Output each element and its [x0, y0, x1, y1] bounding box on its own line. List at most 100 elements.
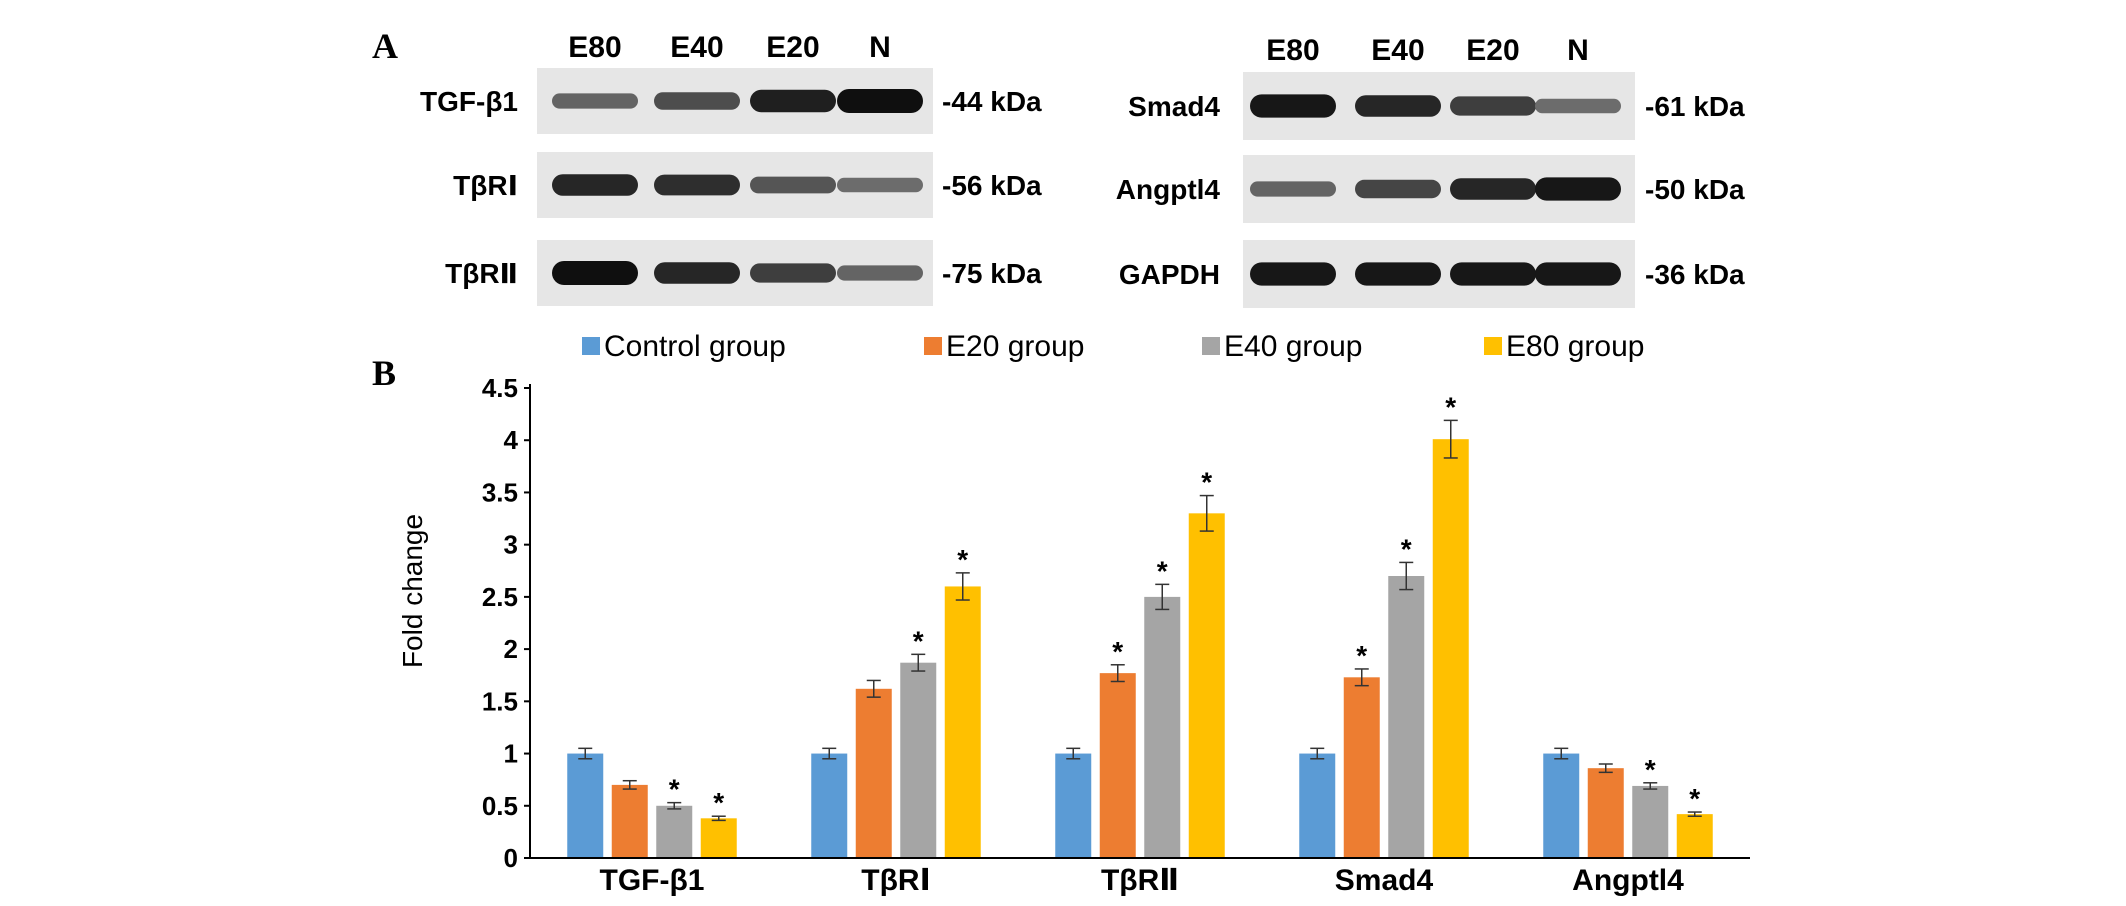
- bar: [656, 805, 693, 858]
- legend-item: E40 group: [1202, 330, 1362, 363]
- blot-band: [1535, 177, 1621, 201]
- western-blots: E80 E40 E20 N TGF-β1 -44 kDa TβRⅠ -56 kDa TβRⅡ -7…: [420, 31, 1745, 308]
- protein-label: Smad4: [1128, 91, 1220, 122]
- significance-marker: *: [1401, 533, 1412, 564]
- bar-chart: Fold change 00.511.522.533.544.5 * ******…: [397, 373, 1750, 897]
- bar: [700, 818, 737, 858]
- bar: [1587, 768, 1624, 858]
- protein-label: TβRⅠ: [453, 170, 518, 201]
- y-tick-label: 3.5: [482, 477, 518, 507]
- chart-legend: Control group E20 group E40 group E80 group: [582, 330, 1644, 363]
- x-category-label: TGF-β1: [600, 864, 705, 897]
- y-tick-label: 1: [504, 739, 518, 769]
- blot-band: [1535, 262, 1621, 286]
- blot-band: [1450, 178, 1536, 200]
- significance-marker: *: [1157, 555, 1168, 586]
- protein-label: TβRⅡ: [445, 258, 518, 289]
- legend-swatch: [582, 337, 600, 355]
- legend-item: Control group: [582, 330, 786, 363]
- bar: [811, 753, 848, 858]
- blot-row: GAPDH -36 kDa: [1119, 240, 1745, 308]
- x-category-label: TβRⅡ: [1101, 864, 1179, 897]
- protein-label: GAPDH: [1119, 259, 1220, 290]
- molecular-weight-label: -61 kDa: [1645, 91, 1745, 122]
- bar: [1432, 439, 1469, 858]
- blot-band: [654, 92, 740, 110]
- bar-group: **: [567, 747, 737, 858]
- x-category-label: TβRⅠ: [861, 864, 930, 897]
- blot-band: [654, 174, 740, 196]
- bar: [1144, 596, 1181, 858]
- significance-marker: *: [1356, 640, 1367, 671]
- legend-swatch: [1202, 337, 1220, 355]
- blot-band: [1450, 262, 1536, 286]
- y-tick-label: 0: [504, 843, 518, 873]
- significance-marker: *: [913, 625, 924, 656]
- bar: [1299, 753, 1336, 858]
- molecular-weight-label: -44 kDa: [942, 86, 1042, 117]
- significance-marker: *: [1689, 783, 1700, 814]
- legend-label: Control group: [604, 330, 786, 363]
- significance-marker: *: [1112, 636, 1123, 667]
- blot-band: [654, 262, 740, 284]
- x-category-label: Angptl4: [1572, 864, 1684, 897]
- molecular-weight-label: -75 kDa: [942, 258, 1042, 289]
- panel-label-a: A: [372, 26, 398, 66]
- blot-band: [1250, 181, 1336, 197]
- blot-band: [1250, 262, 1336, 286]
- legend-label: E80 group: [1506, 330, 1644, 363]
- legend-swatch: [924, 337, 942, 355]
- molecular-weight-label: -50 kDa: [1645, 174, 1745, 205]
- blot-panel-blot_left: E80 E40 E20 N TGF-β1 -44 kDa TβRⅠ -56 kDa TβRⅡ -7…: [420, 31, 1042, 306]
- bar-group: **: [1543, 747, 1713, 858]
- bar: [1676, 814, 1713, 858]
- blot-row: Smad4 -61 kDa: [1128, 72, 1745, 140]
- y-tick-label: 2.5: [482, 582, 518, 612]
- blot-band: [552, 93, 638, 109]
- bar-group: * * *: [1055, 467, 1225, 858]
- blot-band: [1250, 94, 1336, 118]
- significance-marker: *: [1645, 754, 1656, 785]
- legend-label: E40 group: [1224, 330, 1362, 363]
- bars: * ***********: [567, 391, 1713, 858]
- bar: [900, 662, 937, 858]
- blot-row: Angptl4 -50 kDa: [1116, 155, 1745, 223]
- bar: [1543, 753, 1580, 858]
- lane-label: N: [869, 31, 891, 64]
- y-tick-label: 4.5: [482, 373, 518, 403]
- lane-label: E80: [568, 31, 621, 64]
- lane-label: E20: [1466, 34, 1519, 67]
- bar: [1188, 513, 1225, 858]
- y-tick-label: 1.5: [482, 686, 518, 716]
- bar: [1632, 785, 1669, 858]
- blot-band: [1355, 262, 1441, 286]
- blot-row: TGF-β1 -44 kDa: [420, 68, 1042, 134]
- bar: [855, 688, 892, 858]
- bar: [1343, 677, 1380, 858]
- bar-group: **: [811, 544, 981, 858]
- bar: [1388, 576, 1425, 858]
- blot-band: [750, 263, 836, 283]
- lane-label: E80: [1266, 34, 1319, 67]
- blot-row: TβRⅡ -75 kDa: [445, 240, 1042, 306]
- protein-label: TGF-β1: [420, 86, 518, 117]
- blot-band: [552, 174, 638, 196]
- significance-marker: *: [713, 787, 724, 818]
- blot-band: [1355, 179, 1441, 199]
- bar: [944, 586, 981, 858]
- bar: [1055, 753, 1092, 858]
- blot-band: [837, 177, 923, 193]
- protein-label: Angptl4: [1116, 174, 1221, 205]
- molecular-weight-label: -56 kDa: [942, 170, 1042, 201]
- blot-band: [1535, 98, 1621, 114]
- blot-band: [552, 261, 638, 285]
- blot-row: TβRⅠ -56 kDa: [453, 152, 1042, 218]
- molecular-weight-label: -36 kDa: [1645, 259, 1745, 290]
- legend-item: E20 group: [924, 330, 1084, 363]
- significance-marker: *: [957, 544, 968, 575]
- blot-panel-blot_right: E80 E40 E20 N Smad4 -61 kDa Angptl4 -50 kDa GAPD…: [1116, 34, 1745, 308]
- blot-band: [1450, 96, 1536, 116]
- y-tick-label: 4: [504, 425, 519, 455]
